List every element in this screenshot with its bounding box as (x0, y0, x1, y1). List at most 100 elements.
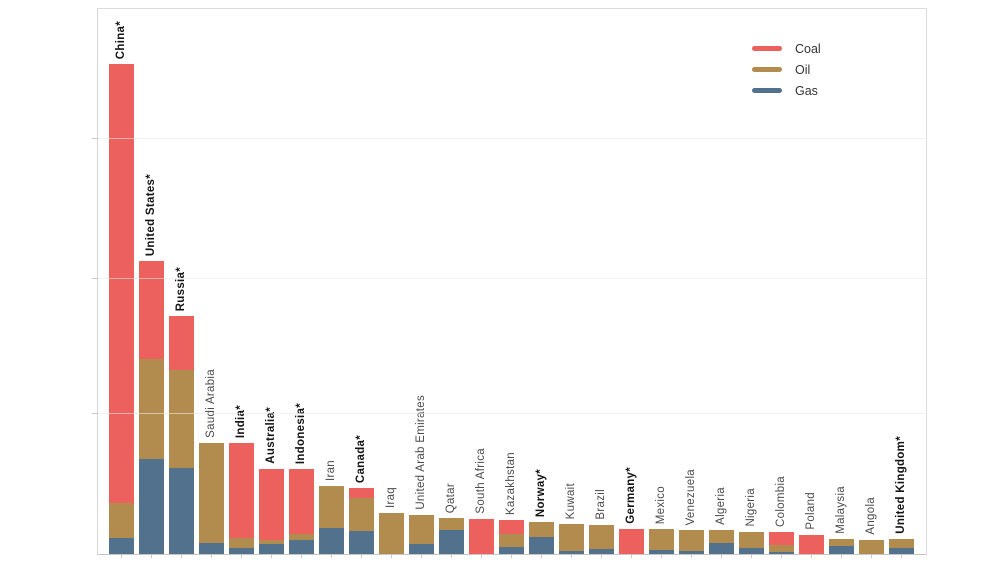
bar-segment-gas (138, 459, 164, 554)
x-axis-tick (781, 554, 782, 558)
x-axis-tick (631, 554, 632, 558)
x-axis-tick (511, 554, 512, 558)
bar-united-states: United States* (138, 174, 164, 554)
bar-segment-oil (348, 498, 374, 531)
bar-iran: Iran (318, 460, 344, 554)
bar-segment-oil (378, 513, 404, 554)
bar-label: Angola (865, 497, 877, 535)
bar-segment-oil (528, 522, 554, 537)
x-axis-tick (151, 554, 152, 558)
bar-segment-gas (408, 544, 434, 554)
bar-label: Malaysia (835, 486, 847, 534)
x-axis-tick (361, 554, 362, 558)
x-axis-tick (121, 554, 122, 558)
bar-segment-gas (888, 548, 914, 554)
bar-segment-coal (498, 520, 524, 534)
bar-segment-coal (108, 64, 134, 503)
plot-area: China* United States* Russia* Saudi Arabia I… (92, 8, 927, 558)
bar-label: Mexico (655, 485, 667, 524)
bar-india: India* (228, 405, 254, 554)
bar-kuwait: Kuwait (558, 483, 584, 554)
bar-label: India* (235, 404, 247, 438)
bar-segment-coal (168, 316, 194, 370)
bar-label: Venezuela (685, 468, 697, 525)
bar-segment-oil (888, 539, 914, 548)
bar-iraq: Iraq (378, 487, 404, 554)
bar-segment-coal (228, 443, 254, 538)
bar-segment-gas (258, 544, 284, 554)
bar-kazakhstan: Kazakhstan (498, 452, 524, 554)
bar-poland: Poland (798, 492, 824, 554)
x-axis-tick (811, 554, 812, 558)
bar-indonesia: Indonesia* (288, 403, 314, 554)
coal-swatch-icon (752, 46, 782, 51)
bar-segment-oil (288, 534, 314, 540)
x-axis-tick (721, 554, 722, 558)
x-axis-tick (601, 554, 602, 558)
bar-segment-oil (228, 538, 254, 548)
x-axis-tick (451, 554, 452, 558)
x-axis-tick (241, 554, 242, 558)
bar-segment-gas (588, 549, 614, 554)
bar-united-kingdom: United Kingdom* (888, 436, 914, 554)
bar-label: Algeria (715, 487, 727, 525)
bar-label: Kazakhstan (505, 451, 517, 515)
bar-colombia: Colombia (768, 476, 794, 554)
bar-saudi-arabia: Saudi Arabia (198, 369, 224, 554)
bar-segment-gas (528, 537, 554, 554)
bar-label: Nigeria (745, 488, 757, 527)
bar-segment-coal (768, 532, 794, 545)
bar-label: Saudi Arabia (205, 369, 217, 438)
x-axis-tick (661, 554, 662, 558)
x-axis-tick (871, 554, 872, 558)
bar-segment-gas (768, 552, 794, 554)
bar-angola: Angola (858, 497, 884, 554)
bar-label: Australia* (265, 407, 277, 464)
bar-malaysia: Malaysia (828, 486, 854, 554)
bar-label: Germany* (625, 467, 637, 524)
legend-item-gas: Gas (752, 80, 821, 101)
oil-swatch-icon (752, 67, 782, 72)
bar-segment-oil (318, 486, 344, 528)
bar-label: Canada* (355, 434, 367, 483)
bar-segment-coal (348, 488, 374, 498)
bar-mexico: Mexico (648, 486, 674, 554)
bar-segment-gas (828, 546, 854, 554)
bar-label: United States* (145, 173, 157, 256)
legend-label-coal: Coal (795, 41, 821, 56)
bar-label: Brazil (595, 489, 607, 520)
x-axis-tick (841, 554, 842, 558)
bar-brazil: Brazil (588, 489, 614, 554)
bar-segment-oil (738, 532, 764, 548)
legend-label-oil: Oil (795, 62, 811, 77)
bar-united-arab-emirates: United Arab Emirates (408, 395, 434, 554)
gas-swatch-icon (752, 88, 782, 93)
bar-label: China* (115, 20, 127, 59)
bar-segment-oil (678, 530, 704, 551)
bar-segment-oil (858, 540, 884, 554)
x-axis-tick (481, 554, 482, 558)
gridline-overlay (98, 278, 926, 279)
bar-segment-oil (648, 529, 674, 550)
x-axis-tick (421, 554, 422, 558)
bar-label: South Africa (475, 448, 487, 514)
bar-russia: Russia* (168, 267, 194, 554)
bar-segment-gas (318, 528, 344, 554)
bar-segment-oil (198, 443, 224, 543)
bar-label: United Kingdom* (895, 436, 907, 534)
bar-segment-oil (588, 525, 614, 549)
bar-segment-gas (348, 531, 374, 554)
bar-germany: Germany* (618, 467, 644, 554)
bar-segment-coal (258, 469, 284, 540)
bar-china: China* (108, 21, 134, 554)
x-axis-tick (331, 554, 332, 558)
bar-venezuela: Venezuela (678, 469, 704, 554)
bar-segment-gas (558, 551, 584, 554)
y-axis-tick (92, 138, 98, 139)
x-axis-tick (181, 554, 182, 558)
bar-segment-gas (738, 548, 764, 554)
x-axis-tick (211, 554, 212, 558)
bar-label: Iraq (385, 486, 397, 508)
bar-segment-gas (708, 543, 734, 554)
